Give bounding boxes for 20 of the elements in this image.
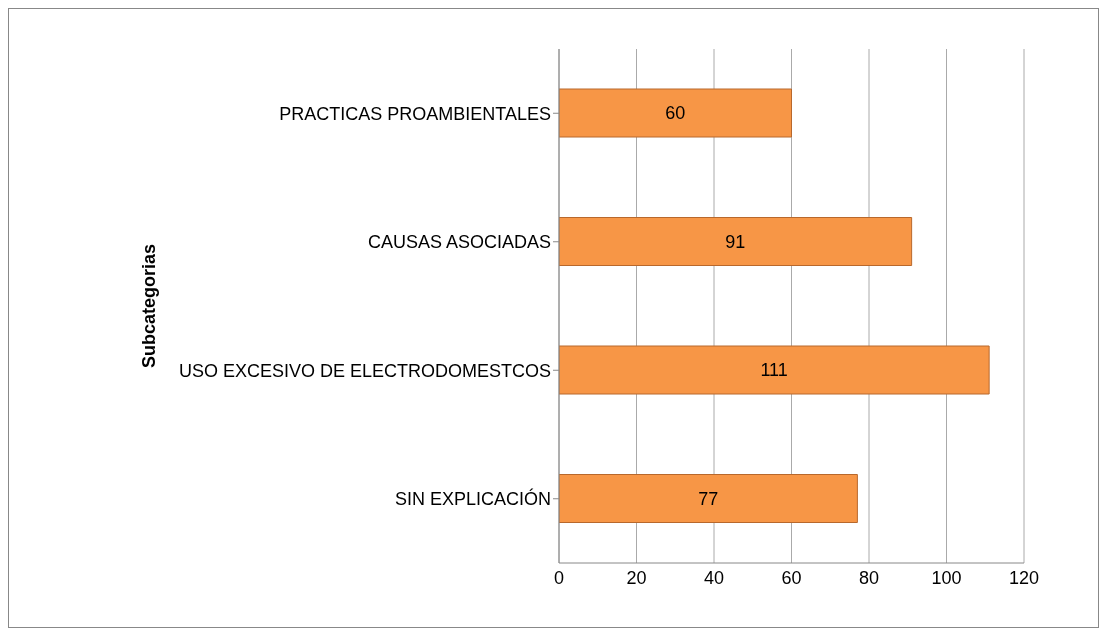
data-label: 77 xyxy=(698,488,719,509)
x-tick-label: 0 xyxy=(553,567,565,588)
bar xyxy=(559,345,990,395)
x-tick-label: 120 xyxy=(1008,567,1040,588)
x-tick-label: 20 xyxy=(626,567,647,588)
y-tick-label: USO EXCESIVO DE ELECTRODOMESTCOS xyxy=(178,360,551,381)
bar xyxy=(559,217,913,266)
x-tick-label: 60 xyxy=(781,567,802,588)
y-axis-title: Subcategorias xyxy=(139,243,160,369)
y-tick-label: SIN EXPLICACIÓN xyxy=(394,488,551,510)
data-label: 60 xyxy=(665,103,686,124)
x-tick-label: 100 xyxy=(931,567,962,588)
y-tick-label: CAUSAS ASOCIADAS xyxy=(367,232,551,253)
bar xyxy=(559,88,792,138)
x-tick-label: 80 xyxy=(858,567,880,588)
x-tick-label: 40 xyxy=(703,567,725,588)
data-label: 91 xyxy=(725,231,746,252)
y-tick-label: PRACTICAS PROAMBIENTALES xyxy=(279,103,551,124)
bar xyxy=(559,474,858,523)
data-label: 111 xyxy=(760,360,788,381)
